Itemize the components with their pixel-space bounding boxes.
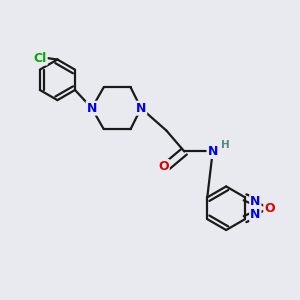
- Text: N: N: [208, 145, 218, 158]
- Text: N: N: [250, 208, 260, 221]
- Text: N: N: [136, 102, 146, 115]
- Text: H: H: [221, 140, 230, 150]
- Text: Cl: Cl: [34, 52, 47, 64]
- Text: N: N: [87, 102, 97, 115]
- Text: N: N: [250, 195, 260, 208]
- Text: O: O: [158, 160, 169, 173]
- Text: O: O: [264, 202, 275, 215]
